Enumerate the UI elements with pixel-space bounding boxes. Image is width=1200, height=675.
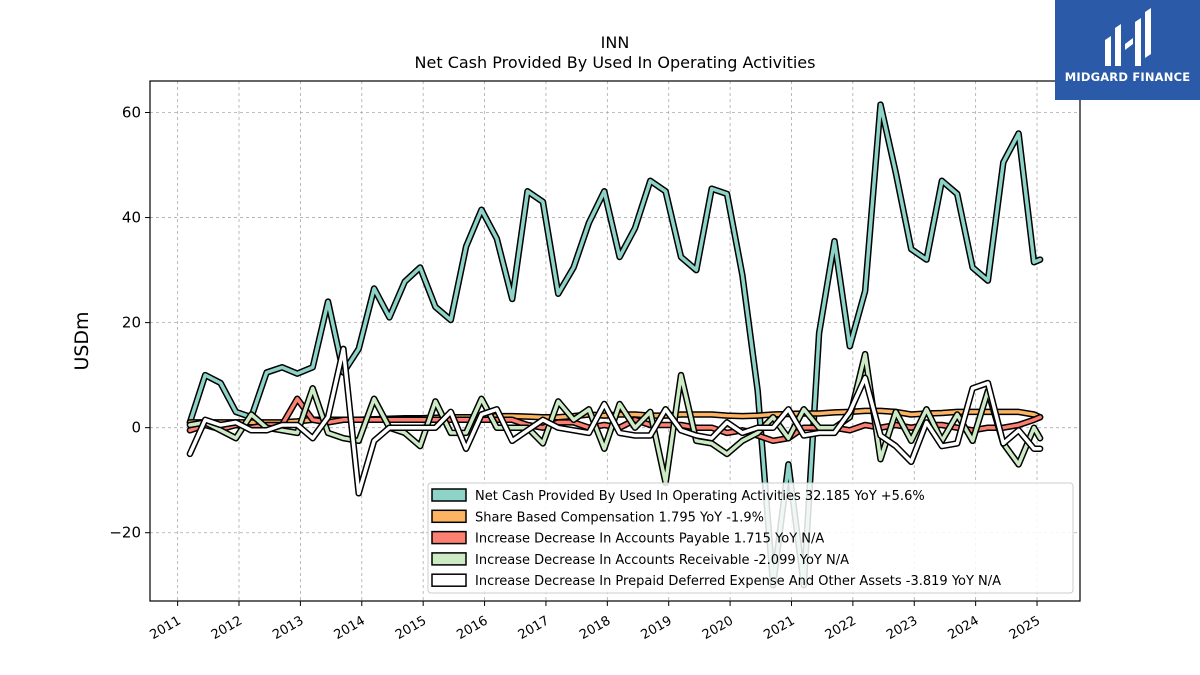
y-tick-label: 60	[122, 104, 141, 122]
legend-label: Increase Decrease In Accounts Payable 1.…	[475, 532, 824, 547]
legend-label: Share Based Compensation 1.795 YoY -1.9%	[475, 510, 764, 525]
y-tick-label: 0	[131, 419, 141, 437]
legend-box	[427, 482, 1074, 594]
legend-series-name: Increase Decrease In Accounts Receivable	[475, 553, 750, 568]
legend-series-value: -3.819 YoY N/A	[906, 574, 1001, 589]
legend-label: Increase Decrease In Prepaid Deferred Ex…	[475, 574, 1001, 589]
y-axis-label: USDm	[71, 311, 93, 370]
series-line	[188, 352, 1042, 485]
x-tick-label: 2013	[270, 613, 306, 643]
legend-label: Net Cash Provided By Used In Operating A…	[475, 489, 925, 504]
x-axis: 2011 2012 2013 2014 2015 2016 2017 2018 2019 2020…	[147, 601, 1043, 643]
plot-frame	[149, 80, 1081, 602]
x-tick-label: 2011	[147, 613, 183, 643]
x-tick-label: 2018	[577, 613, 613, 643]
legend-series-name: Increase Decrease In Prepaid Deferred Ex…	[475, 574, 902, 589]
legend-label: Increase Decrease In Accounts Receivable…	[475, 553, 849, 568]
chart-subtitle: Net Cash Provided By Used In Operating A…	[415, 53, 816, 72]
series-increase-decrease-in-prepaid-deferred-expense-and-other-assets	[186, 345, 1044, 497]
x-tick-label: 2017	[516, 613, 552, 643]
legend-series-value: 1.715 YoY N/A	[734, 532, 825, 547]
series-line	[188, 102, 1042, 587]
series-line	[188, 347, 1042, 496]
series-layer	[186, 101, 1044, 589]
x-tick-label: 2021	[761, 613, 797, 643]
series-net-cash-provided-by-used-in-operating-activities	[186, 101, 1044, 589]
legend-series-value: 32.185 YoY +5.6%	[805, 489, 925, 504]
y-tick-label: −20	[109, 524, 141, 542]
legend-series-value: 1.795 YoY -1.9%	[659, 510, 764, 525]
x-tick-label: 2020	[700, 613, 736, 643]
x-tick-label: 2016	[454, 613, 490, 643]
y-axis: −20 0 20 40 60	[109, 104, 150, 542]
x-tick-label: 2019	[639, 613, 675, 643]
y-tick-label: 40	[122, 209, 141, 227]
legend: Net Cash Provided By Used In Operating A…	[427, 482, 1074, 594]
logo: MIDGARD FINANCE	[1055, 0, 1200, 100]
series-increase-decrease-in-accounts-receivable	[186, 350, 1044, 487]
legend-swatch	[431, 552, 467, 566]
x-tick-label: 2024	[945, 613, 981, 643]
legend-series-name: Increase Decrease In Accounts Payable	[475, 532, 730, 547]
x-tick-label: 2012	[209, 613, 245, 643]
legend-series-name: Share Based Compensation	[475, 510, 655, 525]
x-tick-label: 2014	[332, 613, 368, 643]
legend-series-value: -2.099 YoY N/A	[754, 553, 849, 568]
y-tick-label: 20	[122, 314, 141, 332]
x-tick-label: 2022	[823, 613, 859, 643]
x-tick-label: 2023	[884, 613, 920, 643]
logo-text: MIDGARD FINANCE	[1064, 70, 1191, 84]
x-tick-label: 2015	[393, 613, 429, 643]
legend-swatch	[431, 488, 467, 502]
legend-swatch	[431, 573, 467, 587]
x-tick-label: 2025	[1007, 613, 1043, 643]
chart-title: INN	[601, 33, 630, 52]
legend-swatch	[431, 530, 467, 545]
legend-series-name: Net Cash Provided By Used In Operating A…	[475, 489, 801, 504]
legend-swatch	[431, 509, 467, 524]
logo-mark-icon	[1105, 8, 1151, 66]
